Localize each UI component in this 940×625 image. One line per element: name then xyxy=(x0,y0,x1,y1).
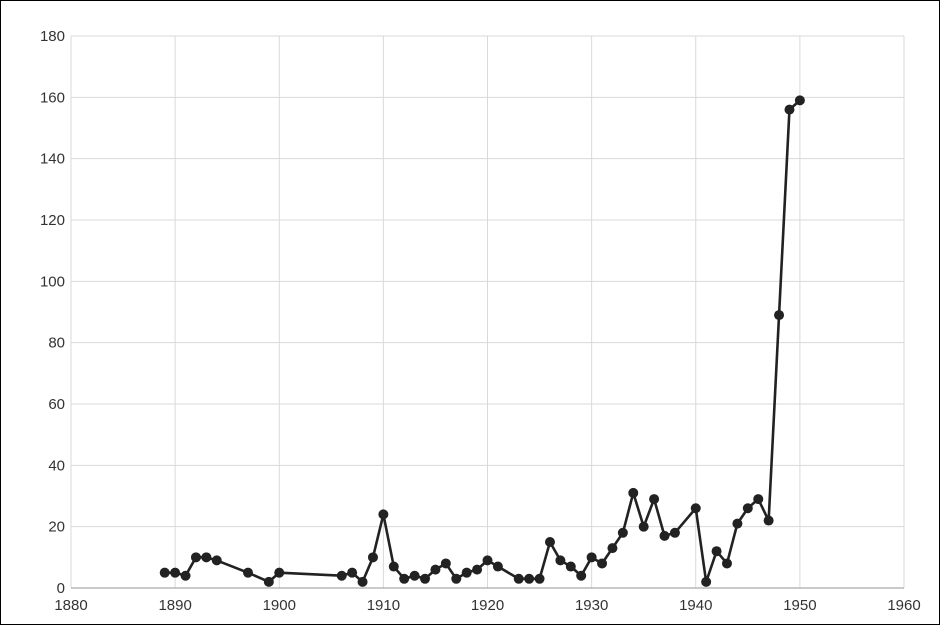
data-point xyxy=(763,515,774,526)
data-point xyxy=(482,555,493,566)
data-point xyxy=(784,104,795,115)
data-point xyxy=(440,558,451,569)
data-point xyxy=(357,576,368,587)
x-tick-label: 1950 xyxy=(783,597,816,614)
y-tick-label: 20 xyxy=(48,519,65,536)
data-point xyxy=(701,576,712,587)
data-point xyxy=(565,561,576,572)
y-tick-label: 180 xyxy=(40,28,65,45)
data-point xyxy=(513,573,524,584)
data-point xyxy=(669,527,680,538)
x-tick-label: 1900 xyxy=(263,597,296,614)
data-point xyxy=(690,503,701,514)
data-point xyxy=(711,546,722,557)
data-point xyxy=(180,570,191,581)
data-point xyxy=(534,573,545,584)
data-point xyxy=(243,567,254,578)
y-tick-label: 40 xyxy=(48,457,65,474)
data-point xyxy=(461,567,472,578)
data-point xyxy=(742,503,753,514)
x-tick-label: 1910 xyxy=(367,597,400,614)
data-point xyxy=(430,564,441,575)
y-tick-label: 60 xyxy=(48,396,65,413)
y-tick-label: 140 xyxy=(40,151,65,168)
data-point xyxy=(378,509,389,520)
data-point xyxy=(274,567,285,578)
data-series xyxy=(159,95,805,587)
data-point xyxy=(347,567,358,578)
data-point xyxy=(649,494,660,505)
data-point xyxy=(659,530,670,541)
data-point xyxy=(399,573,410,584)
data-point xyxy=(607,543,618,554)
data-point xyxy=(721,558,732,569)
data-point xyxy=(159,567,170,578)
data-point xyxy=(201,552,212,563)
data-point xyxy=(617,527,628,538)
data-point xyxy=(190,552,201,563)
x-tick-label: 1940 xyxy=(679,597,712,614)
data-point xyxy=(388,561,399,572)
data-point xyxy=(628,487,639,498)
y-tick-label: 0 xyxy=(57,580,65,597)
tick-labels: 1880 1890 1900 1910 1920 1930 1940 1950 1960 0 20 4… xyxy=(40,28,921,614)
x-tick-label: 1880 xyxy=(54,597,87,614)
data-point xyxy=(170,567,181,578)
data-point xyxy=(472,564,483,575)
data-point xyxy=(576,570,587,581)
x-tick-label: 1890 xyxy=(158,597,191,614)
data-point xyxy=(263,576,274,587)
y-tick-label: 80 xyxy=(48,335,65,352)
data-point xyxy=(732,518,743,529)
data-point xyxy=(420,573,431,584)
y-tick-label: 120 xyxy=(40,212,65,229)
data-point xyxy=(336,570,347,581)
series-line xyxy=(164,99,801,584)
data-point xyxy=(586,552,597,563)
y-tick-label: 100 xyxy=(40,273,65,290)
data-point xyxy=(597,558,608,569)
grid-lines xyxy=(70,35,905,588)
data-point xyxy=(492,561,503,572)
data-point xyxy=(753,494,764,505)
data-point xyxy=(451,573,462,584)
data-point xyxy=(367,552,378,563)
y-tick-label: 160 xyxy=(40,89,65,106)
data-point xyxy=(544,537,555,547)
data-point xyxy=(555,555,566,566)
data-point xyxy=(211,555,222,566)
data-point xyxy=(794,95,805,106)
data-point xyxy=(524,573,535,584)
x-tick-label: 1930 xyxy=(575,597,608,614)
data-point xyxy=(409,570,420,581)
data-point xyxy=(774,310,785,321)
x-tick-label: 1960 xyxy=(887,597,920,614)
x-tick-label: 1920 xyxy=(471,597,504,614)
data-point xyxy=(638,521,649,532)
